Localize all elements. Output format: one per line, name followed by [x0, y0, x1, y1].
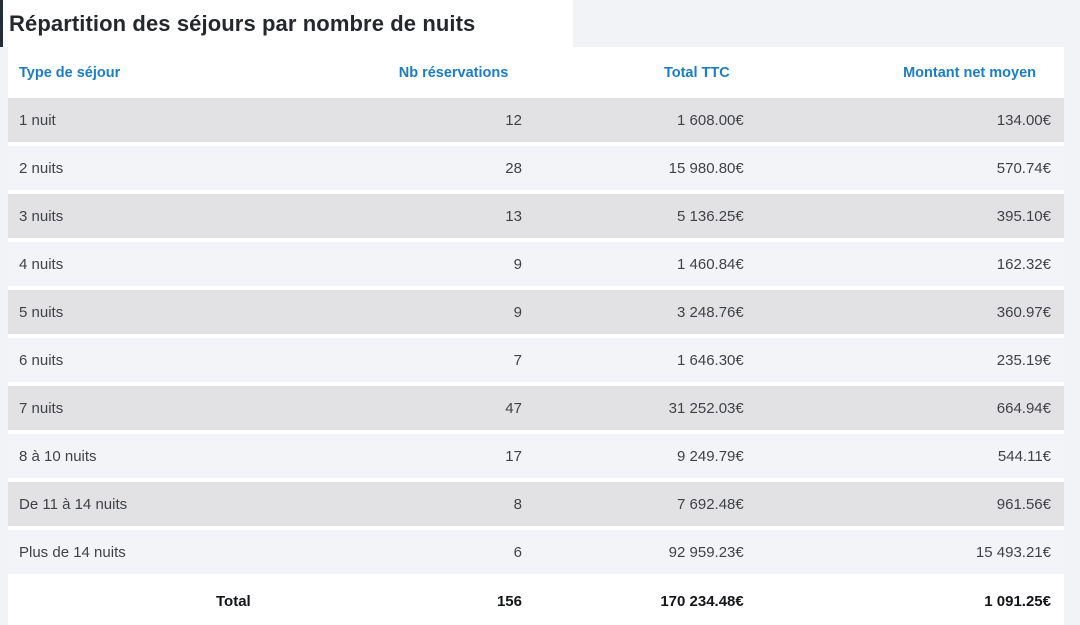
cell-total-ttc: 5 136.25€	[677, 207, 744, 225]
cell-total-ttc: 3 248.76€	[677, 303, 744, 321]
cell-net-moyen: 664.94€	[996, 399, 1051, 417]
cell-reservations: 28	[505, 159, 522, 177]
cell-reservations: 7	[513, 351, 522, 369]
cell-type: 5 nuits	[19, 303, 64, 321]
cell-type: 3 nuits	[19, 207, 64, 225]
cell-net-moyen: 360.97€	[996, 303, 1051, 321]
table-row: 8 à 10 nuits 17 9 249.79€ 544.11€	[8, 434, 1064, 478]
cell-net-moyen: 235.19€	[996, 351, 1051, 369]
cell-type: 6 nuits	[19, 351, 64, 369]
title-bar: Répartition des séjours par nombre de nu…	[3, 0, 573, 47]
cell-total-ttc: 9 249.79€	[677, 447, 744, 465]
cell-reservations: 9	[513, 303, 522, 321]
column-header-montant-net-moyen: Montant net moyen	[903, 64, 1036, 81]
table-row: 2 nuits 28 15 980.80€ 570.74€	[8, 146, 1064, 190]
cell-type: De 11 à 14 nuits	[19, 495, 128, 513]
cell-type: Plus de 14 nuits	[19, 543, 126, 561]
cell-total-ttc: 15 980.80€	[668, 159, 744, 177]
cell-reservations: 9	[513, 255, 522, 273]
cell-type: 2 nuits	[19, 159, 64, 177]
page-title: Répartition des séjours par nombre de nu…	[9, 10, 476, 36]
window-edge	[0, 0, 3, 47]
cell-net-moyen: 570.74€	[996, 159, 1051, 177]
cell-reservations: 8	[513, 495, 522, 513]
cell-total-ttc: 1 608.00€	[677, 111, 744, 129]
table-row: Plus de 14 nuits 6 92 959.23€ 15 493.21€	[8, 530, 1064, 574]
table-row: 3 nuits 13 5 136.25€ 395.10€	[8, 194, 1064, 238]
cell-net-moyen: 395.10€	[996, 207, 1051, 225]
cell-type: 4 nuits	[19, 255, 64, 273]
cell-total-ttc: 31 252.03€	[668, 399, 744, 417]
column-header-total-ttc: Total TTC	[663, 64, 730, 81]
cell-reservations: 6	[513, 543, 522, 561]
table-row: De 11 à 14 nuits 8 7 692.48€ 961.56€	[8, 482, 1064, 526]
cell-reservations: 47	[505, 399, 522, 417]
table-row: 6 nuits 7 1 646.30€ 235.19€	[8, 338, 1064, 382]
cell-total-ttc: 1 646.30€	[677, 351, 744, 369]
column-header-nb-reservations: Nb réservations	[398, 64, 509, 81]
cell-type: 7 nuits	[19, 399, 64, 417]
cell-total-ttc: 7 692.48€	[677, 495, 744, 513]
column-header-type-de-sejour: Type de séjour	[19, 64, 121, 81]
total-net-moyen: 1 091.25€	[984, 593, 1051, 610]
cell-reservations: 12	[505, 111, 522, 129]
table-row: 7 nuits 47 31 252.03€ 664.94€	[8, 386, 1064, 430]
cell-type: 8 à 10 nuits	[19, 447, 97, 465]
cell-net-moyen: 134.00€	[996, 111, 1051, 129]
total-total-ttc: 170 234.48€	[660, 593, 744, 610]
total-reservations: 156	[496, 593, 522, 610]
table-total-row: Total 156 170 234.48€ 1 091.25€	[8, 578, 1064, 625]
cell-total-ttc: 1 460.84€	[677, 255, 744, 273]
table-body: 1 nuit 12 1 608.00€ 134.00€ 2 nuits 28 15 980.…	[8, 98, 1064, 574]
stays-distribution-table: Type de séjour Nb réservations Total TTC…	[8, 47, 1064, 625]
cell-total-ttc: 92 959.23€	[668, 543, 744, 561]
table-row: 1 nuit 12 1 608.00€ 134.00€	[8, 98, 1064, 142]
table-header-row: Type de séjour Nb réservations Total TTC…	[8, 47, 1064, 98]
cell-net-moyen: 15 493.21€	[975, 543, 1051, 561]
total-label: Total	[216, 593, 251, 610]
table-row: 5 nuits 9 3 248.76€ 360.97€	[8, 290, 1064, 334]
cell-type: 1 nuit	[19, 111, 56, 129]
cell-reservations: 17	[505, 447, 522, 465]
cell-net-moyen: 544.11€	[997, 447, 1051, 465]
table-row: 4 nuits 9 1 460.84€ 162.32€	[8, 242, 1064, 286]
cell-net-moyen: 961.56€	[996, 495, 1051, 513]
cell-reservations: 13	[505, 207, 522, 225]
cell-net-moyen: 162.32€	[996, 255, 1051, 273]
